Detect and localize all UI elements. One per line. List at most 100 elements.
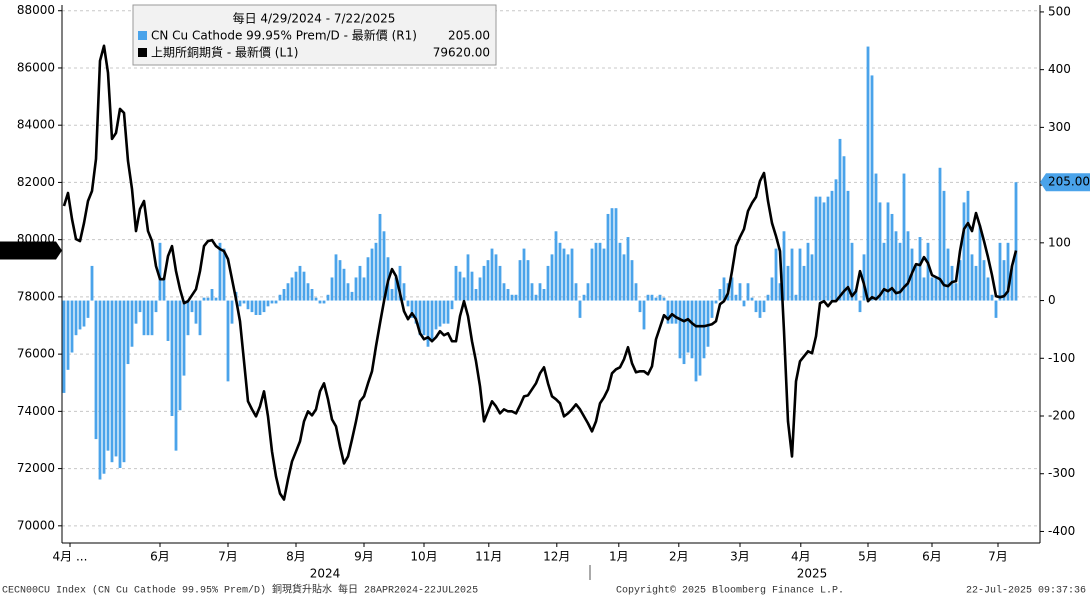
- legend-title: 每日 4/29/2024 - 7/22/2025: [233, 11, 396, 26]
- x-tick-label: 2月: [669, 550, 689, 564]
- bar: [318, 300, 322, 304]
- bar: [506, 289, 510, 301]
- bar: [474, 289, 478, 301]
- bar: [690, 300, 694, 359]
- bar: [410, 300, 414, 318]
- bar: [674, 300, 678, 324]
- bar: [74, 300, 78, 336]
- bar: [302, 271, 306, 301]
- bar: [566, 254, 570, 301]
- bar: [574, 283, 578, 301]
- bar: [362, 277, 366, 301]
- bar: [762, 300, 766, 313]
- bar: [406, 300, 410, 307]
- bar: [154, 300, 158, 313]
- bar: [894, 231, 898, 301]
- bar: [594, 242, 598, 301]
- bar: [82, 300, 86, 327]
- bar: [166, 300, 170, 341]
- bar: [498, 265, 502, 301]
- bar: [502, 283, 506, 301]
- bar: [790, 248, 794, 301]
- bar: [486, 260, 490, 301]
- bar: [570, 248, 574, 301]
- bar: [178, 300, 182, 411]
- bar: [290, 277, 294, 301]
- y-tick-label: 78000: [17, 289, 55, 303]
- bar: [310, 289, 314, 301]
- bar: [702, 300, 706, 359]
- bar: [106, 300, 110, 451]
- bar: [598, 242, 602, 301]
- bar: [870, 75, 874, 301]
- bar: [422, 300, 426, 336]
- bar: [306, 283, 310, 301]
- x-tick-label: 6月: [150, 550, 170, 564]
- bar: [398, 265, 402, 301]
- bar: [926, 242, 930, 301]
- bar: [846, 190, 850, 301]
- bar: [238, 300, 242, 307]
- bar: [390, 289, 394, 301]
- legend-box: [132, 4, 497, 66]
- bar: [634, 283, 638, 301]
- bar: [230, 300, 234, 324]
- value-tag: [1040, 173, 1090, 192]
- x-tick-label: 1月: [609, 550, 629, 564]
- bar: [778, 283, 782, 301]
- x-tick-label: 3月: [730, 550, 750, 564]
- bar: [262, 300, 266, 313]
- y-tick-label: 74000: [17, 404, 55, 418]
- bar: [254, 300, 258, 315]
- bar: [722, 277, 726, 301]
- bar: [482, 265, 486, 301]
- bar: [382, 231, 386, 301]
- bar: [606, 213, 610, 301]
- bar: [98, 300, 102, 480]
- bar: [746, 283, 750, 301]
- legend-label: CN Cu Cathode 99.95% Prem/D - 最新價 (R1): [151, 28, 417, 43]
- bar: [918, 237, 922, 301]
- bar: [806, 242, 810, 301]
- bar: [542, 289, 546, 301]
- bar: [86, 300, 90, 318]
- value-tags: 205.00 79620.00: [0, 173, 1090, 260]
- y2-tick-label: 500: [1048, 4, 1071, 18]
- x-tick-label: 7月: [988, 550, 1008, 564]
- bar: [938, 167, 942, 301]
- bar: [450, 300, 454, 310]
- bar: [802, 265, 806, 301]
- bar: [374, 242, 378, 301]
- bar: [818, 196, 822, 301]
- x-tick-label: 4月: [791, 550, 811, 564]
- bar: [578, 300, 582, 318]
- bar: [206, 297, 210, 301]
- bar: [602, 248, 606, 301]
- bar: [834, 179, 838, 301]
- bar: [810, 254, 814, 301]
- bar: [946, 248, 950, 301]
- bar: [114, 300, 118, 457]
- bar: [530, 283, 534, 301]
- bar: [614, 208, 618, 301]
- bar: [822, 202, 826, 301]
- x-tick-label: 8月: [286, 550, 306, 564]
- bar: [70, 300, 74, 353]
- bar: [326, 294, 330, 301]
- bar: [538, 283, 542, 301]
- bar-series: [62, 46, 1018, 480]
- bar: [706, 300, 710, 347]
- legend-label: 上期所銅期貨 - 最新價 (L1): [151, 45, 298, 60]
- bar: [958, 260, 962, 301]
- year-label: 2025: [797, 567, 828, 581]
- bar: [126, 300, 130, 365]
- bar: [414, 300, 418, 324]
- x-tick-label: 10月: [410, 550, 437, 564]
- bar: [294, 271, 298, 301]
- bar: [906, 231, 910, 301]
- bar: [442, 300, 446, 324]
- bar: [862, 254, 866, 301]
- bar: [214, 297, 218, 301]
- bar: [222, 248, 226, 301]
- bar: [78, 300, 82, 330]
